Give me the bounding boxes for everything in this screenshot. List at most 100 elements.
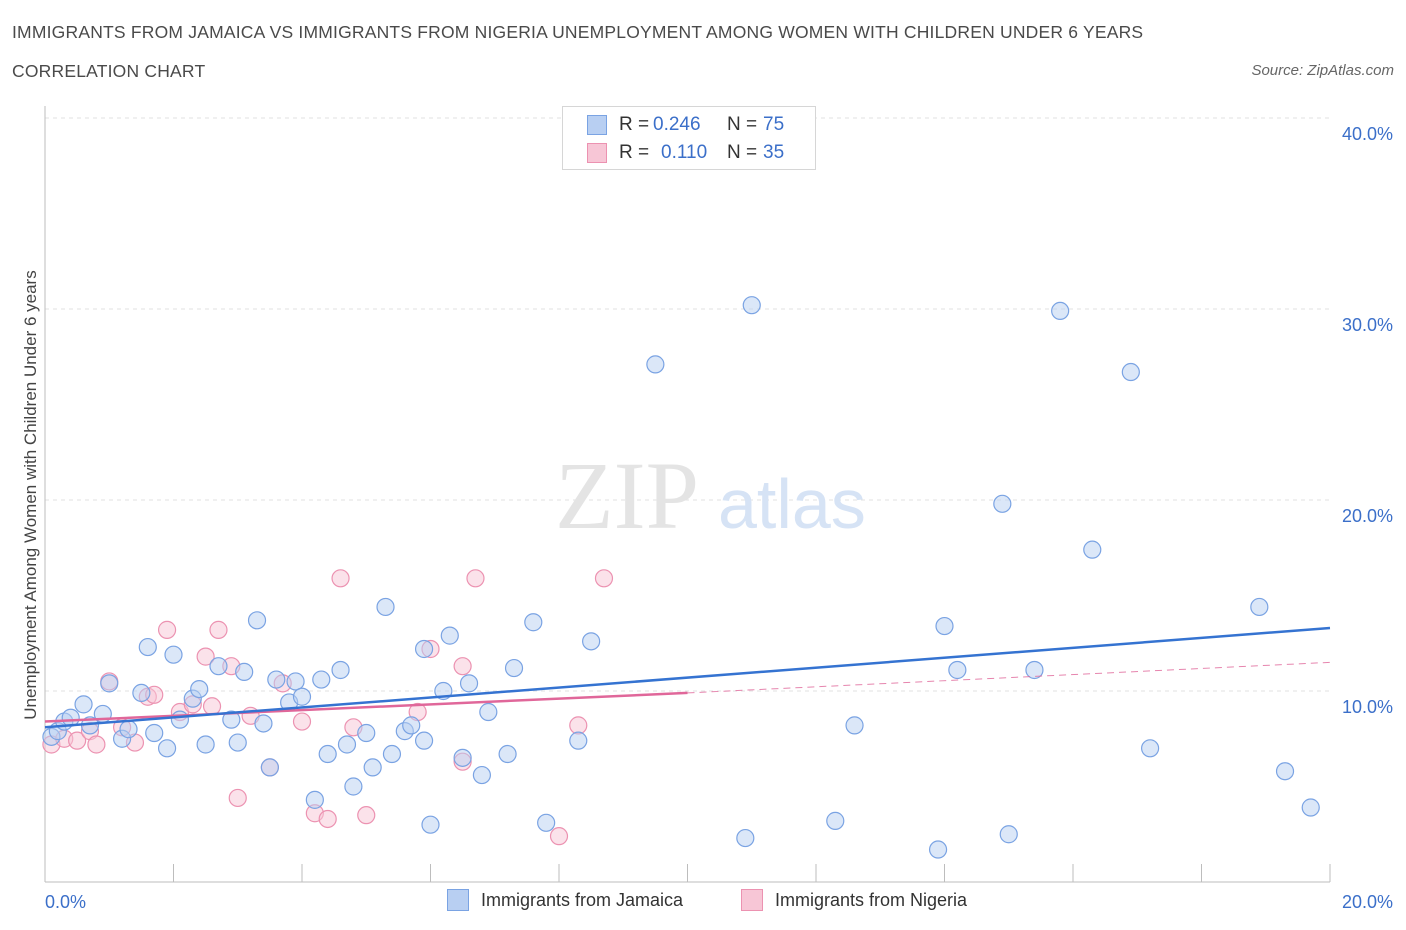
point-jamaica [845,716,864,735]
point-nigeria [228,788,247,808]
point-jamaica [337,735,357,754]
point-jamaica [993,494,1012,513]
tick-labels: 10.0% 20.0% 30.0% 40.0% 0.0% 20.0% [45,124,1393,912]
point-jamaica [222,710,241,729]
legend-r-label: R = [619,114,650,135]
legend-row-jamaica: R = 0.246 N = 75 [587,112,784,138]
legend-n-value: 35 [763,142,785,163]
point-nigeria [569,716,588,735]
point-nigeria [196,647,215,666]
correlation-legend: R = 0.246 N = 75 R = 0.110 N = 35 [562,106,816,170]
point-jamaica [254,714,273,733]
y-tick-label: 30.0% [1342,315,1393,335]
legend-n-value: 75 [763,114,785,135]
point-jamaica [504,658,524,678]
legend-swatch-jamaica [587,115,607,135]
point-jamaica [190,679,209,699]
watermark-zip: ZIP [555,442,699,549]
point-jamaica [247,611,267,630]
point-jamaica [100,674,119,693]
point-nigeria [466,569,485,588]
point-nigeria [318,809,337,829]
source-credit: Source: ZipAtlas.com [1251,62,1394,79]
point-jamaica [170,710,190,729]
point-jamaica [260,758,279,777]
legend-r-value: 0.246 [653,114,701,135]
point-jamaica [498,744,517,764]
point-jamaica [363,758,382,777]
bottom-legend-jamaica: Immigrants from Jamaica [447,889,683,911]
point-jamaica [421,815,440,834]
point-jamaica [157,739,177,758]
point-jamaica [479,702,498,722]
trend-line-nigeria [44,691,688,723]
trend-line-nigeria-extension [687,661,1331,694]
bottom-legend-label-nigeria: Immigrants from Nigeria [775,889,968,910]
chart-subtitle: CORRELATION CHART [12,61,206,81]
point-nigeria [157,620,177,639]
point-jamaica [228,733,247,752]
axes [44,106,1331,883]
point-nigeria [549,827,569,846]
point-jamaica [1275,762,1295,781]
point-jamaica [1121,362,1140,382]
point-jamaica [286,672,305,691]
bottom-legend-swatch-jamaica [447,889,469,911]
watermark-atlas: atlas [718,465,866,543]
chart-title: IMMIGRANTS FROM JAMAICA VS IMMIGRANTS FR… [12,22,1144,42]
point-jamaica [1051,301,1070,321]
point-jamaica [928,840,948,859]
point-jamaica [312,670,331,689]
point-nigeria [357,806,376,825]
bottom-legend-swatch-nigeria [741,889,763,911]
point-jamaica [948,660,967,680]
x-tick-label: 0.0% [45,892,86,912]
point-jamaica [74,695,93,714]
point-jamaica [235,662,254,682]
y-tick-label: 10.0% [1342,697,1393,717]
point-jamaica [524,613,543,632]
point-jamaica [119,720,138,739]
point-jamaica [1140,739,1160,758]
point-jamaica [382,744,402,764]
bottom-legend-label-jamaica: Immigrants from Jamaica [481,889,684,910]
point-nigeria [202,697,222,716]
point-jamaica [1083,540,1102,559]
point-nigeria [292,712,312,731]
point-jamaica [537,813,556,832]
y-tick-label: 20.0% [1342,506,1393,526]
point-nigeria [594,569,614,588]
point-jamaica [582,632,601,651]
point-nigeria [331,569,350,588]
point-jamaica [999,825,1018,844]
legend-n-label: N = [727,114,758,135]
point-jamaica [402,716,421,735]
point-jamaica [357,723,376,743]
point-jamaica [459,674,479,693]
point-jamaica [742,296,761,315]
point-jamaica [331,660,350,680]
y-tick-label: 40.0% [1342,124,1393,144]
point-jamaica [935,616,954,636]
legend-r-label: R = [619,142,650,163]
point-jamaica [292,687,312,706]
legend-row-nigeria: R = 0.110 N = 35 [587,140,784,166]
point-jamaica [414,731,434,750]
point-jamaica [164,645,183,664]
point-jamaica [209,657,228,676]
bottom-legend-nigeria: Immigrants from Nigeria [741,889,967,911]
point-jamaica [1301,798,1320,817]
x-tick-label: 20.0% [1342,892,1393,912]
legend-swatch-nigeria [587,143,607,163]
point-jamaica [132,683,151,703]
point-jamaica [305,790,324,809]
point-jamaica [826,811,845,830]
point-jamaica [414,639,434,659]
point-jamaica [736,828,755,848]
point-jamaica [145,723,164,743]
point-nigeria [453,657,472,676]
point-nigeria [209,620,228,639]
point-nigeria [87,735,106,754]
point-jamaica [138,637,157,657]
